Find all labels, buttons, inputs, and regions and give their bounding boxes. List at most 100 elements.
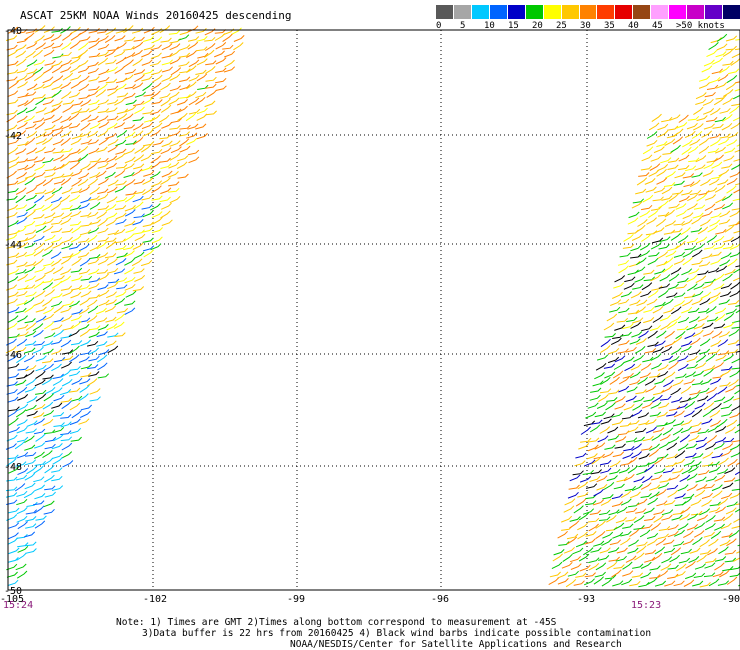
wind-barb xyxy=(599,426,611,434)
wind-barb xyxy=(7,90,19,98)
wind-barb xyxy=(657,364,669,371)
wind-barb xyxy=(16,436,29,443)
wind-barb xyxy=(87,61,99,68)
wind-barb xyxy=(15,409,27,418)
wind-barb xyxy=(703,483,715,489)
wind-barb xyxy=(729,170,740,178)
wind-barb xyxy=(134,74,145,83)
wind-barb xyxy=(684,130,696,139)
wind-barb xyxy=(698,469,710,476)
wind-barb xyxy=(69,365,81,371)
wind-barb xyxy=(17,542,29,548)
wind-barb xyxy=(636,545,647,554)
wind-barb xyxy=(151,122,163,130)
wind-barb xyxy=(664,419,676,426)
wind-barb xyxy=(689,547,701,554)
wind-barb xyxy=(222,33,233,43)
wind-barb xyxy=(638,453,650,460)
wind-barb xyxy=(667,283,679,290)
wind-barb xyxy=(116,196,128,203)
wind-barb xyxy=(95,307,107,315)
wind-barb xyxy=(196,133,208,140)
wind-barb xyxy=(717,339,729,347)
wind-barb xyxy=(624,485,636,492)
wind-barb xyxy=(670,232,682,241)
wind-barb xyxy=(694,402,706,410)
wind-barb xyxy=(141,59,153,66)
wind-barb xyxy=(197,84,209,90)
wind-barb xyxy=(78,356,90,363)
wind-barb xyxy=(582,508,595,515)
wind-barb xyxy=(106,107,118,113)
wind-barb xyxy=(718,546,729,555)
wind-barb xyxy=(89,171,101,179)
wind-barb xyxy=(682,139,693,148)
wind-barb xyxy=(622,452,634,459)
legend-color-bar xyxy=(436,5,740,19)
wind-barb xyxy=(61,378,73,387)
wind-barb xyxy=(676,209,687,217)
wind-barb xyxy=(25,451,37,457)
wind-barb xyxy=(17,331,29,337)
wind-barb xyxy=(131,49,143,57)
wind-barb xyxy=(722,97,734,106)
wind-barb xyxy=(708,42,719,51)
wind-barb xyxy=(215,85,227,91)
wind-barb xyxy=(642,356,654,363)
wind-barb xyxy=(664,580,676,587)
wind-barb xyxy=(44,172,56,178)
wind-barb xyxy=(114,228,126,236)
wind-barb xyxy=(33,157,46,163)
wind-barb xyxy=(709,501,721,507)
wind-barb xyxy=(116,252,128,259)
wind-barb xyxy=(621,578,633,586)
wind-barb xyxy=(736,462,740,466)
wind-barb xyxy=(51,467,63,473)
wind-barb xyxy=(635,306,646,315)
wind-barb xyxy=(727,300,740,305)
wind-barb xyxy=(24,32,35,41)
wind-barb xyxy=(710,251,722,257)
wind-barb xyxy=(557,571,569,579)
wind-barb xyxy=(715,51,727,58)
wind-barb xyxy=(682,173,695,179)
wind-barb xyxy=(694,164,706,171)
wind-barb xyxy=(689,179,701,188)
wind-barb xyxy=(709,133,721,139)
wind-barb xyxy=(168,91,180,100)
wind-barb xyxy=(735,265,740,268)
wind-barb xyxy=(734,149,740,153)
wind-barb xyxy=(638,462,650,468)
wind-barb xyxy=(722,48,734,57)
wind-barb xyxy=(124,156,136,164)
wind-barb xyxy=(35,107,47,114)
wind-barb xyxy=(176,161,188,170)
wind-barb xyxy=(78,307,90,315)
wind-barb xyxy=(79,75,90,84)
wind-barb xyxy=(132,130,144,139)
wind-barb xyxy=(633,525,645,530)
wind-barb xyxy=(653,227,665,234)
wind-barb xyxy=(134,233,146,242)
wind-barb xyxy=(578,443,590,450)
wind-barb xyxy=(713,283,725,291)
wind-barb xyxy=(124,84,136,90)
wind-barb xyxy=(657,370,669,378)
wind-barb xyxy=(168,97,180,105)
wind-barb xyxy=(98,349,110,356)
wind-barb xyxy=(52,378,64,386)
wind-barb xyxy=(60,397,72,403)
wind-barb xyxy=(97,162,109,169)
wind-barb xyxy=(583,547,594,556)
wind-barb xyxy=(16,261,28,268)
wind-barb xyxy=(161,122,173,129)
wind-barb xyxy=(724,477,736,483)
wind-barb xyxy=(636,257,647,266)
wind-barb xyxy=(690,499,702,506)
wind-barb xyxy=(105,240,117,250)
wind-barb xyxy=(43,34,55,41)
wind-barb xyxy=(178,61,190,67)
wind-barb xyxy=(52,412,65,417)
wind-barb xyxy=(60,256,72,265)
wind-barb xyxy=(169,153,181,161)
